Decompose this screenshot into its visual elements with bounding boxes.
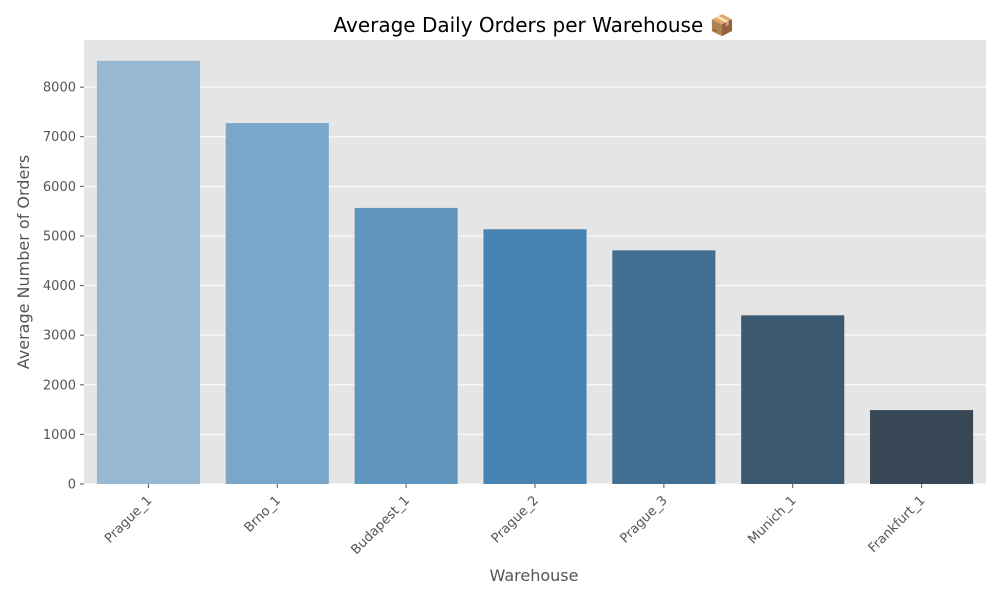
y-axis-ticks: 0 1000 2000 3000 4000 5000 6000 7000 8000 [43,81,84,493]
x-tick-label: Munich_1 [745,493,799,547]
y-tick-label: 5000 [43,229,76,244]
y-tick-label: 0 [68,478,76,493]
x-tick-label: Brno_1 [242,493,284,535]
y-tick-label: 6000 [43,180,76,195]
y-tick-label: 2000 [43,378,76,393]
x-tick-label: Prague_1 [102,493,155,546]
bar [483,229,587,484]
chart-title: Average Daily Orders per Warehouse 📦 [333,13,734,37]
bar [225,123,329,484]
bar [354,207,458,484]
bars [96,60,974,484]
y-tick-label: 4000 [43,279,76,294]
x-axis-ticks: Prague_1 Brno_1 Budapest_1 Prague_2 Prague_3… [102,484,928,558]
x-tick-label: Frankfurt_1 [866,493,929,556]
bar [741,315,845,484]
y-tick-label: 7000 [43,130,76,145]
bar [96,60,200,484]
x-tick-label: Prague_2 [489,493,542,546]
x-tick-label: Prague_3 [618,493,671,546]
bar [612,250,716,484]
y-tick-label: 3000 [43,329,76,344]
bar [870,410,974,484]
x-tick-label: Budapest_1 [348,493,413,558]
y-axis-label: Average Number of Orders [14,155,33,369]
x-axis-label: Warehouse [490,566,579,585]
y-tick-label: 8000 [43,81,76,96]
y-tick-label: 1000 [43,428,76,443]
